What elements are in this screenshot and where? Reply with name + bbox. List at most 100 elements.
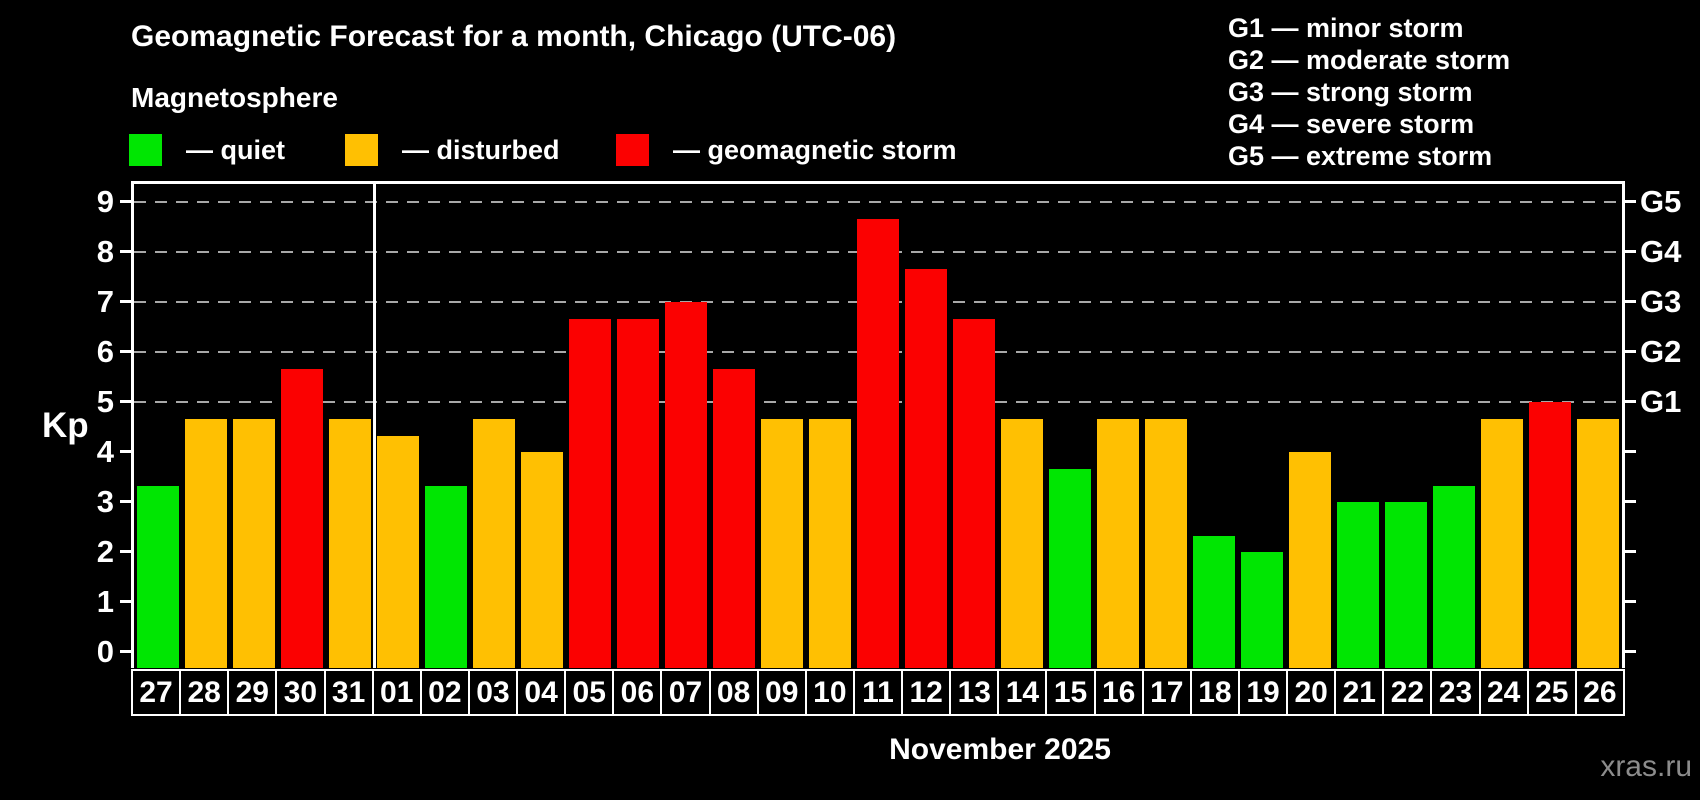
gridline-kp9 xyxy=(134,201,1622,203)
kp-bar-12 xyxy=(905,268,947,668)
day-label-26: 26 xyxy=(1576,671,1623,714)
kp-bar-13 xyxy=(953,318,995,668)
right-tick-7 xyxy=(1625,300,1636,303)
bar-slot-30 xyxy=(278,184,326,668)
y-tick-label-8: 8 xyxy=(96,234,114,269)
bar-slot-16 xyxy=(1094,184,1142,668)
left-tick-2 xyxy=(120,550,131,553)
kp-bar-07 xyxy=(665,302,707,668)
left-tick-4 xyxy=(120,450,131,453)
kp-bar-14 xyxy=(1001,418,1043,668)
kp-bar-20 xyxy=(1289,452,1331,668)
g-level-label-g3: G3 xyxy=(1640,284,1682,319)
day-label-07: 07 xyxy=(662,671,709,714)
y-tick-label-6: 6 xyxy=(96,334,114,369)
kp-bar-06 xyxy=(617,318,659,668)
day-label-06: 06 xyxy=(614,671,661,714)
bar-slot-08 xyxy=(710,184,758,668)
day-label-30: 30 xyxy=(277,671,324,714)
bars-container xyxy=(134,184,1622,668)
legend-item-quiet: — quiet xyxy=(129,134,285,166)
day-label-20: 20 xyxy=(1288,671,1335,714)
right-tick-4 xyxy=(1625,450,1636,453)
left-tick-0 xyxy=(120,650,131,653)
kp-bar-29 xyxy=(233,418,275,668)
quiet-color-swatch xyxy=(129,134,162,166)
x-axis-day-labels: 27 28 29 30 31 01 02 03 04 05 06 07 08 09 10 11 12 13 14 15… xyxy=(131,669,1625,716)
left-tick-7 xyxy=(120,300,131,303)
bar-slot-29 xyxy=(230,184,278,668)
bar-slot-02 xyxy=(422,184,470,668)
day-label-04: 04 xyxy=(518,671,565,714)
bar-slot-19 xyxy=(1238,184,1286,668)
right-tick-2 xyxy=(1625,550,1636,553)
chart-title: Geomagnetic Forecast for a month, Chicag… xyxy=(131,20,897,53)
bar-slot-21 xyxy=(1334,184,1382,668)
g-legend-line-g2: G2 — moderate storm xyxy=(1228,45,1511,75)
g-legend-line-g3: G3 — strong storm xyxy=(1228,77,1473,107)
bar-slot-23 xyxy=(1430,184,1478,668)
day-label-10: 10 xyxy=(806,671,853,714)
storm-color-swatch xyxy=(616,134,649,166)
bar-slot-31 xyxy=(326,184,374,668)
kp-bar-23 xyxy=(1433,485,1475,668)
day-label-23: 23 xyxy=(1432,671,1479,714)
left-tick-3 xyxy=(120,500,131,503)
bar-slot-05 xyxy=(566,184,614,668)
y-tick-label-0: 0 xyxy=(96,634,114,669)
day-label-09: 09 xyxy=(758,671,805,714)
kp-bar-09 xyxy=(761,418,803,668)
legend-label-quiet: — quiet xyxy=(186,134,285,165)
day-label-18: 18 xyxy=(1191,671,1238,714)
bar-slot-18 xyxy=(1190,184,1238,668)
day-label-05: 05 xyxy=(566,671,613,714)
y-tick-label-5: 5 xyxy=(96,384,114,419)
day-label-02: 02 xyxy=(421,671,468,714)
month-separator-line xyxy=(372,184,376,668)
kp-bar-05 xyxy=(569,318,611,668)
right-tick-6 xyxy=(1625,350,1636,353)
kp-bar-24 xyxy=(1481,418,1523,668)
y-tick-label-4: 4 xyxy=(96,434,114,469)
day-label-22: 22 xyxy=(1384,671,1431,714)
bar-slot-17 xyxy=(1142,184,1190,668)
bar-slot-25 xyxy=(1526,184,1574,668)
magnetosphere-label: Magnetosphere xyxy=(131,82,338,113)
day-label-31: 31 xyxy=(325,671,372,714)
day-label-21: 21 xyxy=(1336,671,1383,714)
kp-bar-03 xyxy=(473,418,515,668)
kp-bar-19 xyxy=(1241,552,1283,668)
g-legend-line-g5: G5 — extreme storm xyxy=(1228,141,1493,171)
day-label-27: 27 xyxy=(133,671,180,714)
kp-bar-28 xyxy=(185,418,227,668)
day-label-16: 16 xyxy=(1095,671,1142,714)
bar-slot-07 xyxy=(662,184,710,668)
left-tick-6 xyxy=(120,350,131,353)
bar-slot-13 xyxy=(950,184,998,668)
left-tick-8 xyxy=(120,250,131,253)
bar-slot-03 xyxy=(470,184,518,668)
kp-bar-31 xyxy=(329,418,371,668)
day-label-17: 17 xyxy=(1143,671,1190,714)
g-level-label-g2: G2 xyxy=(1640,334,1682,369)
left-tick-1 xyxy=(120,600,131,603)
bar-slot-10 xyxy=(806,184,854,668)
watermark: xras.ru xyxy=(1600,750,1692,783)
bar-slot-11 xyxy=(854,184,902,668)
bar-slot-12 xyxy=(902,184,950,668)
day-label-29: 29 xyxy=(229,671,276,714)
legend-label-storm: — geomagnetic storm xyxy=(673,134,957,165)
kp-bar-02 xyxy=(425,485,467,668)
kp-bar-10 xyxy=(809,418,851,668)
bar-slot-06 xyxy=(614,184,662,668)
kp-bar-22 xyxy=(1385,502,1427,668)
kp-bar-17 xyxy=(1145,418,1187,668)
day-label-01: 01 xyxy=(373,671,420,714)
g-legend-line-g1: G1 — minor storm xyxy=(1228,13,1464,43)
month-label: November 2025 xyxy=(889,733,1111,766)
right-tick-5 xyxy=(1625,400,1636,403)
bar-slot-24 xyxy=(1478,184,1526,668)
day-label-14: 14 xyxy=(999,671,1046,714)
right-tick-3 xyxy=(1625,500,1636,503)
